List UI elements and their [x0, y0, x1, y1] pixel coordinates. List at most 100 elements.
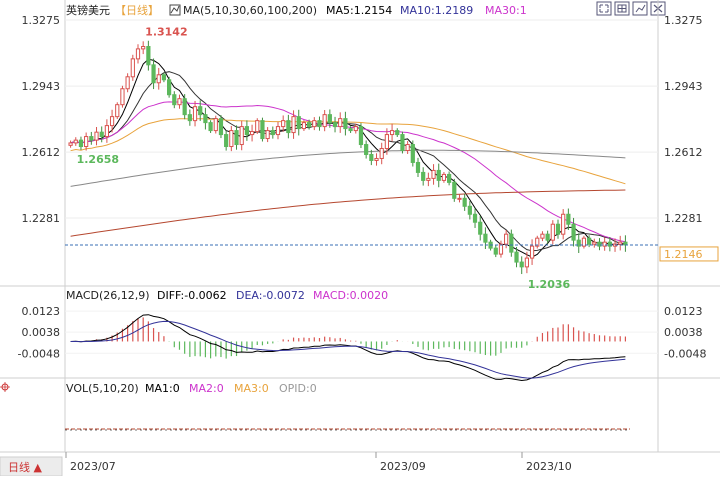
- candle-body: [167, 79, 172, 96]
- grid-icon[interactable]: [614, 1, 630, 16]
- candle-body: [353, 126, 358, 132]
- candle-body: [504, 233, 509, 245]
- candle-body: [524, 257, 529, 268]
- price-axis-left: 1.3275 1.2943 1.2612 1.2281: [22, 14, 61, 225]
- price-tick-right: 1.2943: [664, 80, 703, 93]
- vol-opid-value: OPID:0: [279, 382, 317, 395]
- candle-body: [99, 131, 104, 138]
- candle-body: [529, 245, 535, 259]
- crosshair-icon[interactable]: [0, 382, 10, 392]
- price-tick-right: 1.2612: [664, 146, 703, 159]
- candle-body: [73, 139, 78, 144]
- candle-body: [389, 130, 395, 136]
- candle-body: [514, 251, 519, 263]
- price-tick-left: 1.3275: [22, 14, 61, 27]
- candle-body: [581, 237, 587, 247]
- candle-body: [146, 45, 151, 66]
- macd-tick-left: -0.0048: [18, 347, 60, 360]
- price-axis-right: 1.3275 1.2943 1.2612 1.2281: [664, 14, 703, 225]
- ma10-value: MA10:1.2189: [400, 4, 473, 17]
- candle-body: [493, 247, 498, 255]
- candle-body: [415, 161, 421, 173]
- candle-body: [203, 114, 208, 124]
- macd-tick-left: 0.0123: [22, 305, 61, 318]
- low-annotation: 1.2036: [528, 278, 571, 291]
- candle-body: [483, 233, 488, 243]
- candle-body: [141, 45, 146, 50]
- candle-body: [426, 177, 431, 181]
- candle-body: [462, 197, 467, 207]
- ma30-line: [70, 101, 626, 243]
- ma-icon: [169, 4, 181, 16]
- candle-body: [135, 48, 141, 60]
- candle-body: [249, 131, 255, 136]
- ma-icon-line: [170, 5, 180, 14]
- candle-body: [540, 233, 545, 239]
- high-annotation: 1.3142: [145, 25, 187, 38]
- candle-body: [192, 106, 198, 122]
- candle-body: [244, 126, 249, 136]
- candle-body: [286, 120, 291, 134]
- period-button-label: 日线 ▲: [8, 460, 42, 474]
- candle-body: [467, 205, 472, 215]
- macd-tick-right: 0.0038: [664, 326, 703, 339]
- candle-body: [296, 116, 301, 130]
- vol-ma2-value: MA2:0: [189, 382, 224, 395]
- candle-body: [213, 118, 218, 132]
- macd-params-label: MACD(26,12,9): [66, 289, 150, 302]
- chart-icon[interactable]: [632, 1, 648, 16]
- candle-body: [431, 169, 436, 179]
- candle-body: [260, 120, 265, 140]
- ma-params-label: MA(5,10,30,60,100,200): [183, 4, 317, 17]
- price-tick-right: 1.3275: [664, 14, 703, 27]
- candle-body: [545, 233, 550, 241]
- candle-body: [348, 128, 353, 132]
- candle-body: [421, 171, 426, 181]
- candle-body: [597, 241, 602, 247]
- candle-body: [265, 130, 270, 140]
- candle-body: [592, 241, 597, 245]
- candle-body: [104, 125, 109, 138]
- period-label: 【日线】: [115, 3, 159, 17]
- candle-body: [472, 213, 478, 223]
- candle-body: [441, 173, 447, 181]
- candle-body: [291, 116, 296, 134]
- candle-body: [208, 122, 213, 132]
- candle-body: [618, 241, 623, 245]
- candle-body: [571, 223, 576, 241]
- candle-body: [509, 233, 514, 253]
- candle-body: [125, 76, 130, 90]
- price-annotations: 1.3142 1.2658 1.2036: [77, 25, 571, 291]
- candle-body: [78, 139, 84, 148]
- candlestick-series: [68, 40, 628, 275]
- candle-body: [555, 223, 561, 235]
- candle-body: [436, 169, 441, 181]
- candle-body: [327, 114, 332, 124]
- macd-tick-left: 0.0038: [22, 326, 61, 339]
- macd-dea-line: [70, 320, 626, 379]
- ma200-line: [70, 189, 626, 237]
- expand-icon[interactable]: [596, 1, 612, 16]
- macd-axis-right: 0.0123 0.0038 -0.0048: [664, 305, 706, 360]
- candle-body: [130, 58, 135, 78]
- candle-body: [255, 120, 260, 133]
- vol-ma3-value: MA3:0: [234, 382, 269, 395]
- macd-hist-value: MACD:0.0020: [313, 289, 388, 302]
- candle-body: [177, 98, 182, 106]
- candle-body: [187, 114, 192, 122]
- candle-body: [576, 239, 581, 247]
- ma100-line: [70, 149, 626, 187]
- candle-body: [535, 237, 540, 247]
- macd-diff-line: [70, 314, 626, 382]
- symbol-label: 英镑美元: [66, 3, 110, 17]
- candle-body: [369, 153, 374, 161]
- candle-body: [281, 120, 286, 128]
- vol-ma1-value: MA1:0: [145, 382, 180, 395]
- candle-body: [607, 241, 612, 247]
- candle-body: [109, 116, 115, 127]
- macd-axis-left: 0.0123 0.0038 -0.0048: [18, 305, 60, 360]
- x-axis: 2023/07 2023/09 2023/10: [65, 452, 572, 473]
- candle-body: [358, 126, 364, 146]
